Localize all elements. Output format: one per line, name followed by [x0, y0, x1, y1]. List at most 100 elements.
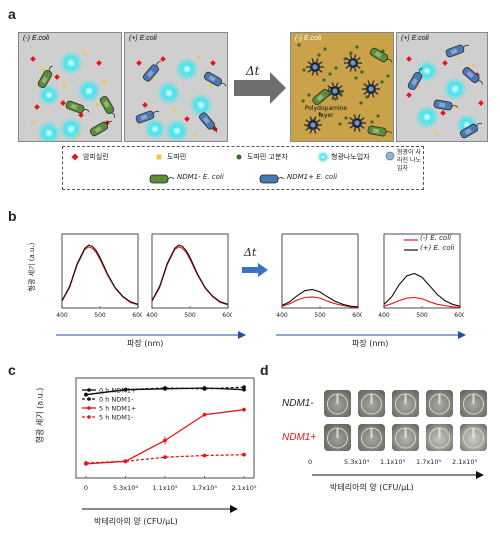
- legend-pos-label: (+) E. coli: [420, 244, 455, 252]
- schematic-legend: 암피실린 도파민 도파민 고분자 형광나노입자 형광이 사라진 나노입자 NDM…: [62, 146, 424, 190]
- row-label-ndm1-pos: NDM1+: [282, 432, 317, 443]
- xlabel-arrow-right: [276, 331, 466, 339]
- ecoli-cell: [203, 71, 227, 87]
- x-tick-label: 500: [416, 312, 428, 319]
- tube-highlight: [438, 428, 441, 438]
- x-tick-label: 1.7x10⁵: [192, 484, 217, 492]
- tube-highlight: [404, 394, 407, 404]
- tube-highlight: [472, 394, 475, 404]
- panel-d-letter: d: [260, 362, 269, 378]
- ecoli-cell: [89, 120, 113, 137]
- legend-dopamine-polymer: 도파민 고분자: [247, 153, 288, 161]
- panel-c-ylabel: 형광 세기 (a.u.): [35, 387, 45, 444]
- plot-frame: [61, 233, 139, 309]
- scene-after-neg: (-) E.coli Polydopamine layer: [290, 32, 394, 142]
- polymer-dot: [386, 74, 390, 78]
- delta-t-arrow-b: [242, 263, 268, 277]
- polymer-dot: [297, 43, 301, 47]
- series-line: [85, 386, 245, 396]
- data-point: [242, 407, 246, 412]
- xlabel-left: 파장 (nm): [127, 339, 164, 348]
- x-tick-label: 0: [308, 458, 313, 466]
- x-tick-label: 600: [222, 312, 232, 319]
- x-tick-label: 400: [146, 312, 158, 319]
- sample-tube-photo: [460, 424, 487, 451]
- x-tick-label: 600: [454, 312, 464, 319]
- dopamine-mark: [209, 83, 213, 87]
- quenched-np-icon: [385, 151, 395, 161]
- fluorescent-nanoparticle: [157, 81, 181, 105]
- legend-label: 0 h NDM1+: [99, 387, 136, 395]
- polymer-dot: [338, 122, 342, 126]
- data-point: [202, 453, 207, 458]
- dopamine-mark: [457, 55, 461, 59]
- x-tick-label: 2.1x10⁵: [231, 484, 256, 492]
- legend-label: 5 h NDM1-: [99, 414, 134, 422]
- tube-rim: [361, 393, 382, 415]
- polymer-dot: [344, 116, 348, 120]
- x-tick-label: 1.1x10⁵: [380, 458, 406, 466]
- legend-ndm1-neg: NDM1- E. coli: [177, 173, 224, 181]
- xlabel-arrow-left: [56, 331, 246, 339]
- quenched-nanoparticle: [304, 116, 322, 134]
- x-tick-label: 400: [378, 312, 390, 319]
- polymer-dot: [333, 97, 337, 101]
- delta-t-arrow: [234, 72, 286, 104]
- sample-tube-photo: [358, 390, 385, 417]
- dopamine-polymer-icon: [236, 154, 242, 160]
- spectrum-line: [383, 272, 461, 307]
- scene-after-neg-art: [297, 43, 393, 137]
- dopamine-mark: [151, 77, 155, 81]
- legend-marker: [87, 406, 91, 410]
- data-point: [202, 412, 207, 417]
- polymer-dot: [334, 66, 338, 70]
- polymer-dot: [354, 76, 358, 80]
- x-tick-label: 400: [276, 312, 288, 319]
- dopamine-mark: [453, 105, 457, 109]
- ecoli-cell: [445, 44, 470, 58]
- tube-rim: [463, 393, 484, 415]
- data-point: [163, 455, 167, 460]
- legend-fluorescent-np: 형광나노입자: [331, 153, 370, 161]
- dopamine-mark: [77, 133, 81, 137]
- dopamine-mark: [41, 67, 45, 71]
- ampicillin-mark: [136, 60, 142, 66]
- fluorescent-nanoparticle: [59, 51, 83, 75]
- dopamine-mark: [435, 131, 439, 135]
- delta-t-label-b: Δt: [244, 246, 257, 259]
- polymer-dot: [307, 93, 311, 97]
- xlabel-arrow-c: [82, 505, 238, 513]
- fluorescent-nanoparticle: [77, 79, 101, 103]
- ecoli-cell: [135, 110, 160, 124]
- legend-label: 0 h NDM1-: [99, 396, 134, 404]
- legend-marker: [87, 388, 91, 392]
- dopamine-mark: [31, 121, 35, 125]
- ndm1-neg-name: NDM1: [177, 173, 199, 181]
- ecoli-cell: [462, 67, 483, 85]
- fluorescent-nanoparticle: [189, 93, 213, 117]
- quenched-nanoparticle: [362, 80, 380, 98]
- polymer-dot: [302, 68, 306, 72]
- ampicillin-mark: [30, 56, 36, 62]
- polymer-dot: [370, 120, 374, 124]
- x-tick-label: 1.1x10⁵: [152, 484, 177, 492]
- sample-tube-photo: [324, 390, 351, 417]
- dopamine-mark: [417, 85, 421, 89]
- ecoli-cell: [367, 125, 393, 137]
- legend-swatch-neg: [404, 239, 418, 241]
- scene-before-neg-art: [30, 51, 116, 141]
- sample-tube-photo: [392, 390, 419, 417]
- dopamine-mark: [63, 83, 67, 87]
- dopamine-mark: [95, 103, 99, 107]
- spectrum-legend: (-) E. coli (+) E. coli: [404, 234, 466, 258]
- polymer-dot: [339, 91, 343, 95]
- fluorescent-nanoparticle: [144, 118, 166, 140]
- legend-ampicillin: 암피실린: [83, 153, 109, 161]
- tube-highlight: [472, 428, 475, 438]
- ndm1-pos-name: NDM1: [287, 173, 309, 181]
- spectrum-line: [281, 296, 359, 308]
- series-line: [85, 454, 245, 464]
- tube-highlight: [438, 394, 441, 404]
- panel-d-xlabel: 박테리아의 양 (CFU/μL): [330, 483, 414, 492]
- panel-d-xticks: 0 5.3x10⁴ 1.1x10⁵ 1.7x10⁵ 2.1x10⁵: [302, 458, 498, 470]
